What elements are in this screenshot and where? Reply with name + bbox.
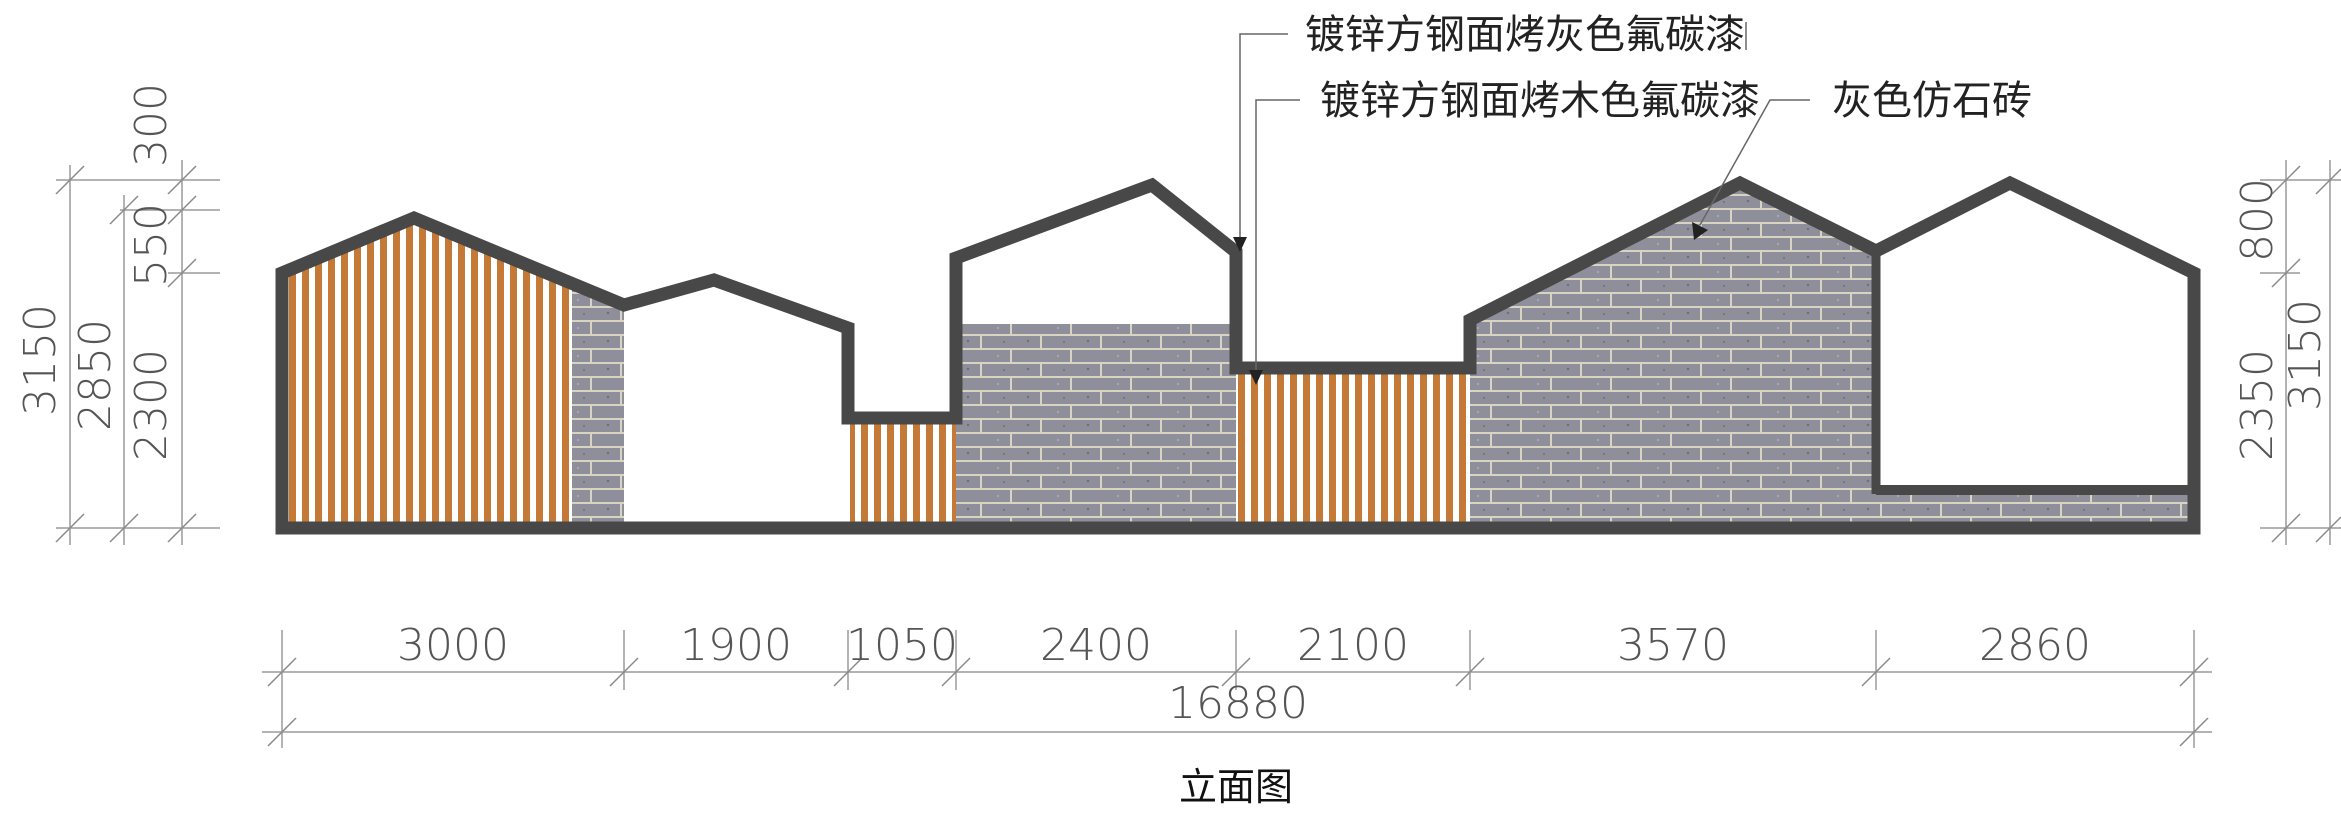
dimension-tick <box>1861 657 1891 687</box>
leader-stone-brick <box>1699 99 1810 226</box>
width-dimensions: 3000 1900 1050 2400 2100 3570 2860 16880 <box>262 620 2212 748</box>
dimension-tick <box>55 165 85 195</box>
annotation-leaders <box>1233 22 1810 385</box>
height-label-right-total: 3150 <box>2280 299 2331 411</box>
arrow-grey-steel <box>1233 237 1247 252</box>
dimension-ticks <box>267 630 2209 748</box>
wood-panel-center <box>1236 370 1470 528</box>
label-wood-steel: 镀锌方钢面烤木色氟碳漆 <box>1320 78 1760 124</box>
dimension-tick <box>2271 258 2301 288</box>
leader-grey-steel <box>1239 33 1288 245</box>
dimension-tick <box>109 513 139 543</box>
height-label-overall: 2850 <box>70 319 121 431</box>
height-label-lower: 2300 <box>126 349 177 461</box>
arrow-stone-brick <box>1692 222 1708 240</box>
arrow-wood-steel <box>1249 370 1263 385</box>
width-label: 1900 <box>680 620 792 671</box>
left-height-dimensions: 3150 2850 2300 550 300 <box>15 83 220 545</box>
dimension-tick <box>609 657 639 687</box>
total-width-label: 16880 <box>1168 678 1308 729</box>
height-label-right-lower: 2350 <box>2232 349 2283 461</box>
building-outline <box>275 175 2201 535</box>
height-label-mid: 550 <box>126 203 177 287</box>
dimension-tick <box>1455 657 1485 687</box>
width-label: 1050 <box>846 620 958 671</box>
dimension-tick <box>2179 657 2209 687</box>
dimension-tick <box>2271 165 2301 195</box>
dimension-tick <box>2315 516 2341 543</box>
height-label-top: 300 <box>126 83 177 167</box>
dimension-tick <box>55 513 85 543</box>
dimension-tick <box>167 258 197 288</box>
dimension-tick <box>167 195 197 225</box>
right-height-dimensions: 2350 800 3150 <box>2232 160 2341 545</box>
brick-panel-middle <box>956 324 1236 528</box>
height-label-right-upper: 800 <box>2232 178 2283 262</box>
width-label: 2400 <box>1040 620 1152 671</box>
width-label: 3570 <box>1617 620 1729 671</box>
brick-panel-left <box>572 282 624 528</box>
dimension-tick <box>2179 717 2209 747</box>
dimension-tick <box>2271 513 2301 543</box>
dimension-tick <box>833 657 863 687</box>
dimension-tick <box>1221 657 1251 687</box>
drawing-title: 立面图 <box>1179 765 1293 809</box>
dimension-tick <box>109 195 139 225</box>
wood-panel-low <box>850 418 956 528</box>
width-label: 2860 <box>1979 620 2091 671</box>
label-stone-brick: 灰色仿石砖 <box>1832 78 2032 124</box>
width-label: 2100 <box>1297 620 1409 671</box>
label-grey-steel: 镀锌方钢面烤灰色氟碳漆 <box>1305 12 1745 58</box>
dimension-tick <box>167 165 197 195</box>
height-label-total: 3150 <box>15 304 66 416</box>
width-label: 3000 <box>397 620 509 671</box>
dimension-tick <box>167 513 197 543</box>
leader-wood-steel <box>1255 99 1300 378</box>
dimension-tick <box>267 717 297 747</box>
dimension-tick <box>267 657 297 687</box>
brick-panel-gable <box>1470 183 1876 528</box>
dimension-tick <box>2315 168 2341 195</box>
dimension-tick <box>941 657 971 687</box>
wood-panel-left <box>286 218 572 528</box>
